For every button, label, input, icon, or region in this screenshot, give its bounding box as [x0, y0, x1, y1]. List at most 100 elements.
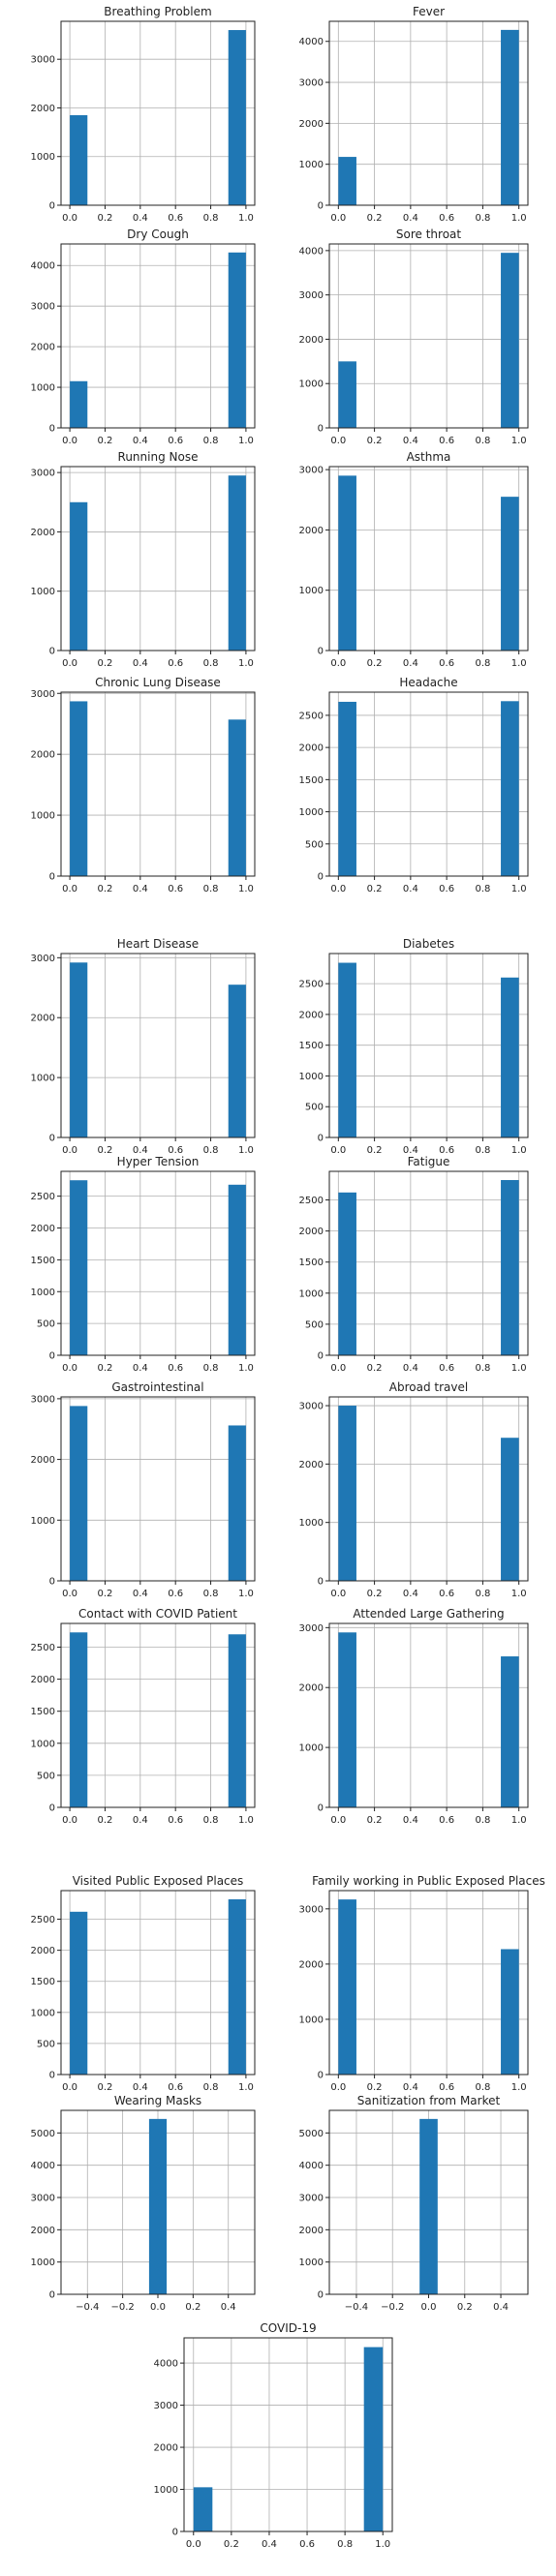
x-tick-label: 0.8 — [203, 1145, 219, 1156]
subplot: 0.0 0.2 0.4 0.6 0.8 1.0 0 500 1000 1500 2000 2500 Co… — [31, 1607, 256, 1826]
subplot-title: Heart Disease — [117, 937, 199, 951]
axes-background — [184, 2338, 392, 2531]
subplot-title: Contact with COVID Patient — [78, 1607, 237, 1621]
x-tick-label: 1.0 — [238, 436, 254, 446]
subplot: 0.0 0.2 0.4 0.6 0.8 1.0 0 1000 2000 3000 Chronic L… — [31, 676, 256, 894]
histogram-bar — [70, 1180, 88, 1355]
x-tick-label: 0.4 — [403, 1145, 418, 1156]
x-tick-label: 0.4 — [133, 213, 148, 224]
y-tick-label: 500 — [305, 1103, 324, 1113]
x-tick-label: 1.0 — [511, 1363, 527, 1374]
x-tick-label: 0.2 — [367, 1815, 383, 1826]
y-tick-label: 0 — [49, 872, 55, 883]
histogram-bar — [501, 497, 519, 651]
x-tick-label: 0.2 — [224, 2539, 239, 2550]
y-tick-label: 2000 — [299, 1010, 324, 1020]
axes-background — [329, 692, 528, 876]
x-tick-label: 0.4 — [403, 1815, 418, 1826]
y-tick-label: 1500 — [31, 1977, 55, 1987]
y-tick-label: 2000 — [154, 2443, 178, 2454]
y-tick-label: 4000 — [299, 2161, 324, 2171]
y-tick-label: 2000 — [299, 119, 324, 130]
x-tick-label: 0.2 — [367, 884, 383, 894]
histogram-bar — [501, 253, 519, 428]
axes-frame — [60, 953, 256, 1138]
axes-background — [61, 244, 255, 428]
x-tick-label: 0.2 — [98, 1145, 113, 1156]
histogram-bar — [193, 2487, 213, 2531]
subplot-title: Attended Large Gathering — [353, 1607, 504, 1621]
y-tick-label: 3000 — [299, 1904, 324, 1915]
x-tick-label: −0.2 — [110, 2302, 134, 2313]
subplot: 0.0 0.2 0.4 0.6 0.8 1.0 0 1000 2000 3000 Asthma — [299, 450, 529, 669]
histogram-bar — [70, 1911, 88, 2075]
x-tick-label: 0.6 — [168, 1815, 183, 1826]
x-tick-label: 0.6 — [439, 1589, 454, 1599]
y-tick-label: 500 — [37, 2039, 55, 2049]
y-tick-label: 1000 — [299, 807, 324, 818]
y-tick-label: 1000 — [299, 160, 324, 170]
axes-background — [61, 954, 255, 1137]
x-tick-label: 0.0 — [62, 1363, 77, 1374]
x-tick-label: 0.2 — [367, 2082, 383, 2093]
subplot-title: Asthma — [407, 450, 451, 464]
subplot: −0.4 −0.2 0.0 0.2 0.4 0 1000 2000 3000 4000 5000 Sa… — [299, 2094, 529, 2313]
histogram-bar — [148, 2118, 168, 2294]
axes-frame — [60, 1890, 256, 2076]
axes-background — [61, 1397, 255, 1581]
x-tick-label: 0.0 — [62, 884, 77, 894]
histogram-bar — [501, 1438, 519, 1581]
x-tick-label: 0.8 — [475, 1815, 490, 1826]
x-tick-label: 0.8 — [475, 658, 490, 669]
y-tick-label: 0 — [172, 2528, 178, 2538]
histogram-bar — [228, 475, 246, 651]
x-tick-label: 0.0 — [330, 1145, 346, 1156]
axes-background — [329, 467, 528, 651]
y-tick-label: 0 — [318, 1577, 324, 1588]
axes-background — [61, 467, 255, 651]
axes-background — [329, 21, 528, 205]
x-tick-label: 0.4 — [403, 436, 418, 446]
subplot-title: Fatigue — [408, 1155, 450, 1168]
histogram-bar — [363, 2347, 384, 2531]
x-tick-label: 0.4 — [133, 658, 148, 669]
histogram-bar — [338, 1192, 356, 1355]
y-tick-label: 3000 — [31, 689, 55, 700]
axes-background — [61, 1623, 255, 1807]
x-tick-label: 1.0 — [511, 884, 527, 894]
x-tick-label: −0.4 — [76, 2302, 99, 2313]
x-tick-label: 0.2 — [98, 213, 113, 224]
y-tick-label: 0 — [318, 1803, 324, 1814]
x-tick-label: 0.0 — [150, 2302, 166, 2313]
x-tick-label: 0.6 — [439, 213, 454, 224]
histogram-bar — [228, 252, 246, 428]
x-tick-label: 1.0 — [511, 658, 527, 669]
axes-frame — [328, 1170, 529, 1356]
y-tick-label: 1000 — [299, 586, 324, 596]
y-tick-label: 3000 — [299, 290, 324, 301]
axes-frame — [60, 1170, 256, 1356]
axes-frame — [328, 466, 529, 652]
x-tick-label: 0.8 — [203, 1815, 219, 1826]
x-tick-label: 0.6 — [168, 1589, 183, 1599]
subplot-title: Dry Cough — [127, 227, 189, 241]
subplot: 0.0 0.2 0.4 0.6 0.8 1.0 0 1000 2000 3000 4000 Fever — [299, 5, 529, 224]
histogram-bar — [70, 962, 88, 1137]
y-tick-label: 1000 — [31, 152, 55, 163]
y-tick-label: 4000 — [154, 2359, 178, 2370]
y-tick-label: 0 — [318, 2071, 324, 2081]
axes-background — [329, 1891, 528, 2075]
x-tick-label: 0.4 — [403, 1589, 418, 1599]
histogram-bar — [338, 1632, 356, 1807]
x-tick-label: 0.0 — [330, 1815, 346, 1826]
x-tick-label: 0.0 — [330, 884, 346, 894]
histogram-bar — [70, 501, 88, 651]
subplot-title: Sore throat — [396, 227, 462, 241]
y-tick-label: 0 — [49, 1803, 55, 1814]
histogram-bar — [338, 1406, 356, 1581]
y-tick-label: 0 — [49, 2290, 55, 2301]
x-tick-label: 0.4 — [133, 436, 148, 446]
y-tick-label: 1000 — [299, 379, 324, 390]
subplot: 0.0 0.2 0.4 0.6 0.8 1.0 0 1000 2000 3000 Heart Dis… — [31, 937, 256, 1156]
y-tick-label: 1000 — [31, 1074, 55, 1084]
